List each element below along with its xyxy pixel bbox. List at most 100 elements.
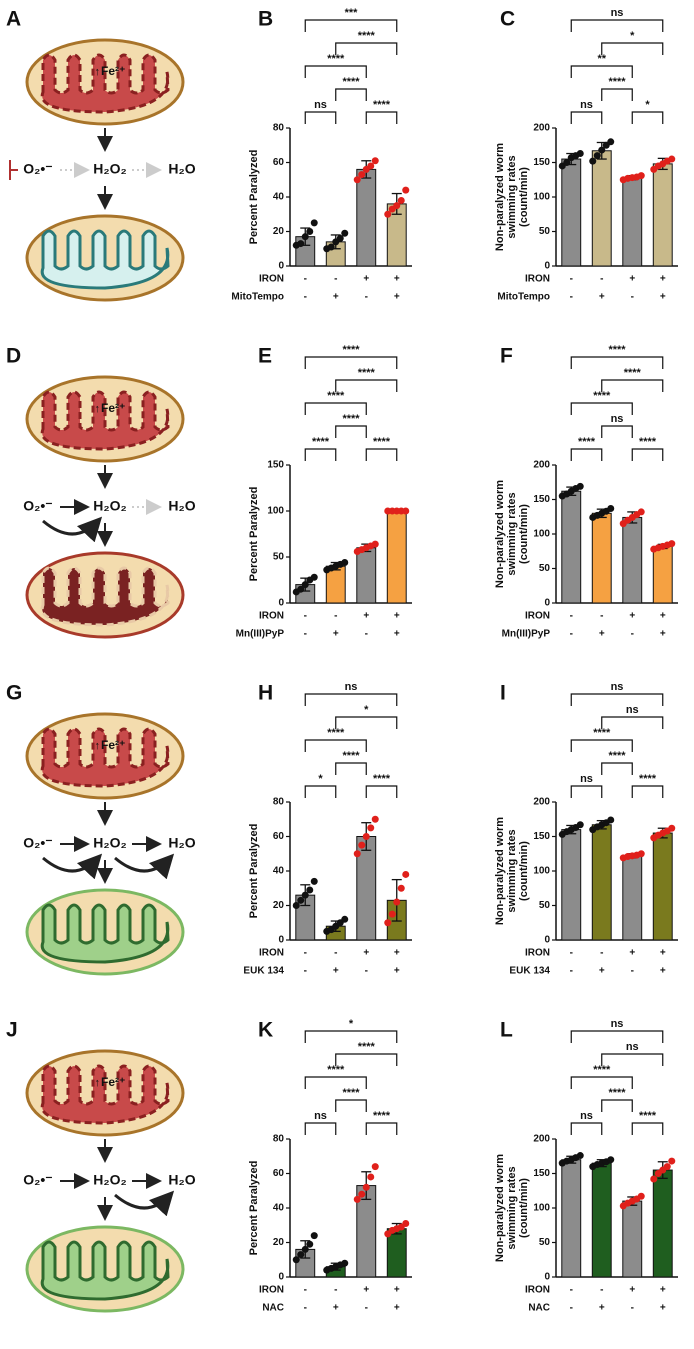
y-axis-label: swimming rates: [506, 155, 518, 238]
significance-label: ns: [314, 1110, 327, 1122]
panel-letter: E: [258, 345, 272, 368]
data-point: [650, 1175, 658, 1183]
significance-label: ****: [342, 750, 360, 762]
significance-label: ns: [611, 681, 624, 693]
condition-level: +: [363, 274, 369, 285]
significance-bracket: [304, 111, 337, 124]
data-point: [563, 159, 571, 166]
bar: [622, 516, 643, 604]
significance-label: ****: [373, 773, 391, 785]
significance-bracket: [570, 65, 633, 78]
significance-label: ns: [611, 1018, 624, 1030]
significance-bracket: [335, 716, 398, 729]
y-axis-label: Non-paralyzed worm: [494, 1154, 506, 1262]
enzyme-arrow: [114, 853, 175, 880]
cristae: [40, 1064, 170, 1125]
data-point: [367, 824, 375, 832]
significance-bracket: [335, 88, 367, 101]
y-tick-label: 50: [539, 226, 551, 237]
data-point: [301, 1245, 309, 1253]
cristae: [40, 390, 170, 451]
y-axis-label: Percent Paralyzed: [248, 150, 260, 245]
significance-label: ns: [626, 1041, 639, 1053]
panel-letter: B: [258, 8, 273, 31]
condition-level: -: [600, 948, 603, 959]
condition-level: +: [394, 966, 400, 977]
significance-label: ****: [312, 436, 330, 448]
y-tick-label: 100: [533, 192, 550, 203]
condition-level: -: [365, 629, 368, 640]
significance-label: ****: [639, 436, 657, 448]
significance-bracket: [570, 785, 603, 798]
significance-label: ****: [593, 1064, 611, 1076]
significance-bracket: [570, 356, 664, 369]
y-axis-label: (count/min): [518, 167, 530, 227]
condition-level: -: [600, 1285, 603, 1296]
condition-level: -: [631, 629, 634, 640]
significance-bracket: [335, 379, 398, 392]
condition-level: -: [365, 1303, 368, 1314]
condition-level: -: [631, 292, 634, 303]
data-point: [607, 504, 615, 512]
y-tick-label: 200: [533, 460, 550, 471]
condition-name: Mn(III)PyP: [502, 629, 551, 640]
significance-bracket: [570, 111, 603, 124]
cristae: [40, 903, 170, 964]
data-point: [371, 1163, 379, 1171]
condition-level: -: [570, 292, 573, 303]
data-point: [306, 1240, 314, 1248]
condition-level: +: [660, 292, 666, 303]
significance-label: ***: [345, 7, 359, 19]
significance-label: ns: [314, 99, 327, 111]
condition-level: -: [334, 1285, 337, 1296]
condition-name: IRON: [259, 611, 284, 622]
significance-label: ****: [608, 76, 626, 88]
significance-bracket: [335, 425, 367, 438]
cristae: [40, 727, 170, 788]
significance-bracket: [570, 1030, 664, 1043]
bar: [591, 824, 612, 941]
condition-name: IRON: [259, 274, 284, 285]
significance-label: ****: [327, 53, 345, 65]
significance-label: ****: [608, 1087, 626, 1099]
y-axis-label: Non-paralyzed worm: [494, 817, 506, 925]
iron-arrow: ↑: [95, 403, 101, 415]
condition-level: -: [570, 274, 573, 285]
bar: [622, 855, 643, 941]
condition-name: EUK 134: [509, 966, 550, 977]
panel-letter: D: [6, 345, 21, 368]
data-point: [402, 1220, 410, 1228]
significance-label: ****: [358, 367, 376, 379]
data-point: [310, 877, 318, 885]
significance-label: ****: [342, 344, 360, 356]
data-point: [576, 150, 584, 158]
species-label: O₂•⁻: [23, 498, 52, 514]
condition-level: +: [629, 611, 635, 622]
panel-letter: L: [500, 1019, 513, 1042]
data-point: [397, 884, 405, 892]
y-axis-label: (count/min): [518, 1178, 530, 1238]
significance-bracket: [365, 1122, 398, 1135]
y-tick-label: 0: [278, 261, 284, 272]
panel-letter: F: [500, 345, 513, 368]
data-point: [668, 155, 676, 163]
condition-level: -: [334, 948, 337, 959]
condition-level: -: [570, 1303, 573, 1314]
data-point: [637, 508, 645, 516]
condition-level: +: [629, 948, 635, 959]
condition-level: +: [394, 292, 400, 303]
significance-label: *: [364, 704, 369, 716]
species-label: H₂O₂: [93, 1172, 126, 1188]
significance-bracket: [570, 739, 633, 752]
y-axis-label: swimming rates: [506, 829, 518, 912]
enzyme-arrow: [114, 1190, 175, 1217]
y-tick-label: 0: [544, 261, 550, 272]
significance-label: ****: [342, 413, 360, 425]
iron-label: Fe²⁺: [101, 64, 125, 78]
y-axis-label: (count/min): [518, 841, 530, 901]
condition-level: +: [599, 1303, 605, 1314]
condition-level: -: [304, 629, 307, 640]
significance-label: ****: [608, 750, 626, 762]
y-tick-label: 60: [273, 157, 285, 168]
significance-label: *: [318, 773, 323, 785]
